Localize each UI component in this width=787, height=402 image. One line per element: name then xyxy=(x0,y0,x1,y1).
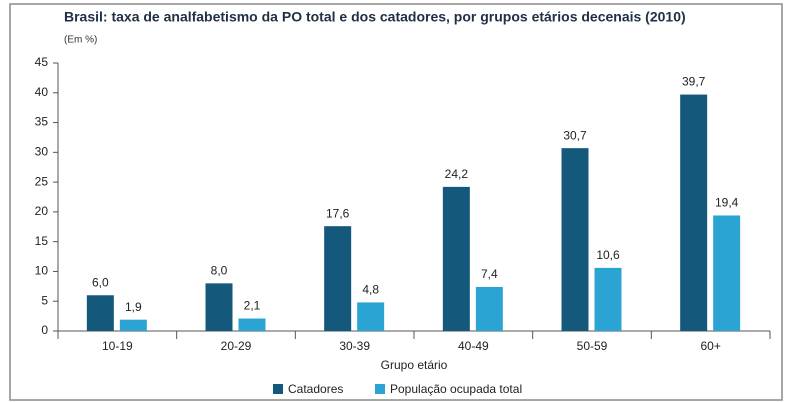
y-tick-label: 35 xyxy=(35,115,49,129)
value-label: 2,1 xyxy=(244,299,261,313)
value-label: 10,6 xyxy=(596,248,620,262)
x-tick-label: 30-39 xyxy=(339,339,370,353)
bar xyxy=(475,286,503,331)
legend-swatch xyxy=(375,384,385,394)
bar xyxy=(713,215,741,331)
value-label: 19,4 xyxy=(715,196,739,210)
bar xyxy=(594,267,622,331)
chart-title: Brasil: taxa de analfabetismo da PO tota… xyxy=(64,9,686,25)
value-label: 6,0 xyxy=(92,275,109,289)
value-label: 7,4 xyxy=(481,267,498,281)
y-tick-label: 5 xyxy=(41,293,48,307)
bar xyxy=(238,318,266,331)
bar xyxy=(357,302,385,331)
x-tick-label: 20-29 xyxy=(221,339,252,353)
legend-label: População ocupada total xyxy=(390,382,522,396)
y-tick-label: 30 xyxy=(35,145,49,159)
bar xyxy=(324,226,352,331)
y-tick-label: 10 xyxy=(35,264,49,278)
bar xyxy=(680,94,708,331)
x-tick-label: 60+ xyxy=(700,339,720,353)
y-tick-label: 40 xyxy=(35,85,49,99)
value-label: 8,0 xyxy=(211,264,228,278)
bar xyxy=(119,319,147,331)
value-label: 24,2 xyxy=(445,167,469,181)
bar xyxy=(86,295,114,331)
value-label: 17,6 xyxy=(326,206,350,220)
value-label: 30,7 xyxy=(563,128,587,142)
bar xyxy=(205,283,233,331)
y-tick-label: 20 xyxy=(35,204,49,218)
y-tick-label: 0 xyxy=(41,323,48,337)
bar xyxy=(442,186,470,331)
value-label: 39,7 xyxy=(682,75,706,89)
x-tick-label: 10-19 xyxy=(102,339,133,353)
bar xyxy=(561,148,589,331)
frame xyxy=(9,3,783,401)
x-tick-label: 50-59 xyxy=(577,339,608,353)
x-axis-label: Grupo etário xyxy=(381,358,448,372)
y-tick-label: 25 xyxy=(35,174,49,188)
value-label: 4,8 xyxy=(362,283,379,297)
y-tick-label: 15 xyxy=(35,234,49,248)
y-tick-label: 45 xyxy=(35,55,49,69)
legend-label: Catadores xyxy=(288,382,343,396)
chart-subtitle: (Em %) xyxy=(64,35,97,46)
value-label: 1,9 xyxy=(125,300,142,314)
x-tick-label: 40-49 xyxy=(458,339,489,353)
legend-swatch xyxy=(273,384,283,394)
